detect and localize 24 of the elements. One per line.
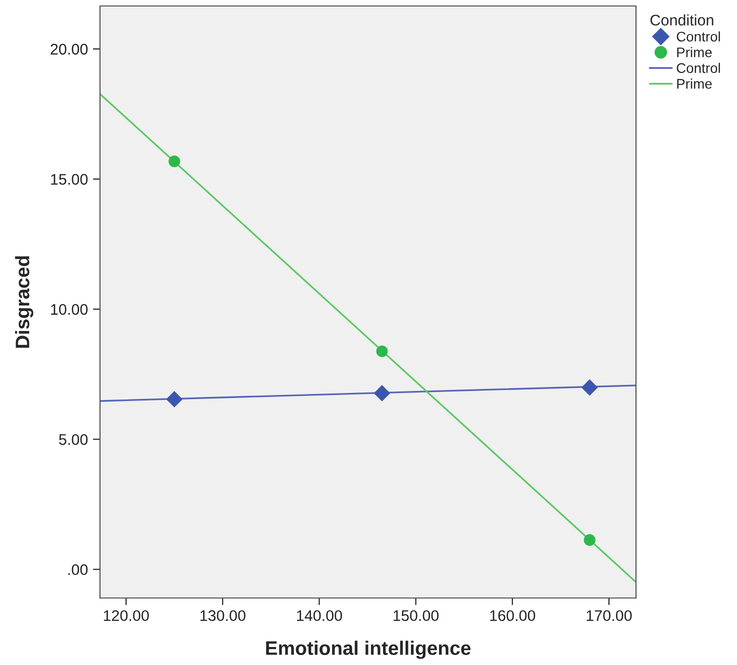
x-tick-label: 140.00 — [297, 610, 342, 622]
x-tick-label: 160.00 — [490, 610, 536, 622]
y-tick-label: .00 — [68, 564, 88, 576]
y-axis-title: Disgraced — [15, 256, 34, 348]
y-tick-label: 15.00 — [51, 174, 88, 185]
legend-label: Control — [676, 62, 720, 74]
point — [581, 379, 598, 396]
point — [374, 384, 390, 402]
legend-label: Control — [676, 31, 720, 42]
y-tick-label: 10.00 — [51, 304, 88, 315]
point — [168, 156, 180, 168]
legend-title: Condition — [650, 14, 714, 26]
legend-label: Prime — [677, 47, 712, 58]
point — [166, 390, 183, 408]
legend-label: Prime — [677, 78, 712, 89]
x-axis-title: Emotional intelligence — [266, 640, 471, 659]
point — [584, 534, 596, 546]
x-tick-label: 170.00 — [586, 610, 632, 622]
y-tick-label: 5.00 — [59, 434, 88, 445]
x-tick-label: 120.00 — [104, 610, 149, 622]
x-tick-label: 150.00 — [394, 610, 439, 622]
y-tick-label: 20.00 — [50, 44, 88, 55]
point — [376, 346, 388, 358]
x-tick-label: 130.00 — [200, 610, 246, 622]
